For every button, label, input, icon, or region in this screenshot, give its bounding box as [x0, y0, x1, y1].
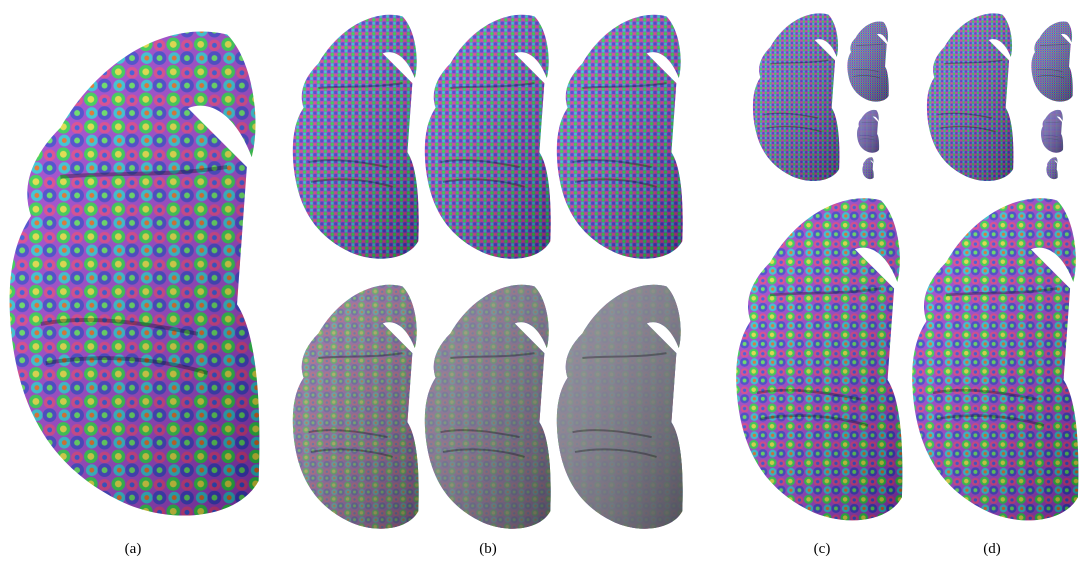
mesh-render: [753, 13, 839, 181]
mesh-render: [927, 13, 1013, 181]
mesh-render: [736, 198, 902, 520]
caption: (c): [814, 541, 831, 557]
mesh-render: [1041, 110, 1063, 153]
mesh-render: [557, 15, 683, 259]
mesh-render: [857, 110, 879, 153]
mesh-render: [10, 31, 260, 515]
mesh-render: [1046, 157, 1057, 179]
caption: (b): [479, 541, 497, 557]
caption: (a): [125, 541, 142, 557]
mesh-render: [293, 15, 419, 259]
mesh-render: [912, 198, 1078, 520]
caption: (d): [983, 541, 1001, 557]
mesh-render: [862, 157, 873, 179]
mesh-render: [557, 285, 683, 529]
mesh-render: [1031, 22, 1072, 102]
mesh-render: [425, 285, 551, 529]
figure: (a) (b) (c) (d): [0, 0, 1086, 564]
mesh-render: [847, 22, 888, 102]
mesh-render: [293, 285, 419, 529]
mesh-render: [425, 15, 551, 259]
